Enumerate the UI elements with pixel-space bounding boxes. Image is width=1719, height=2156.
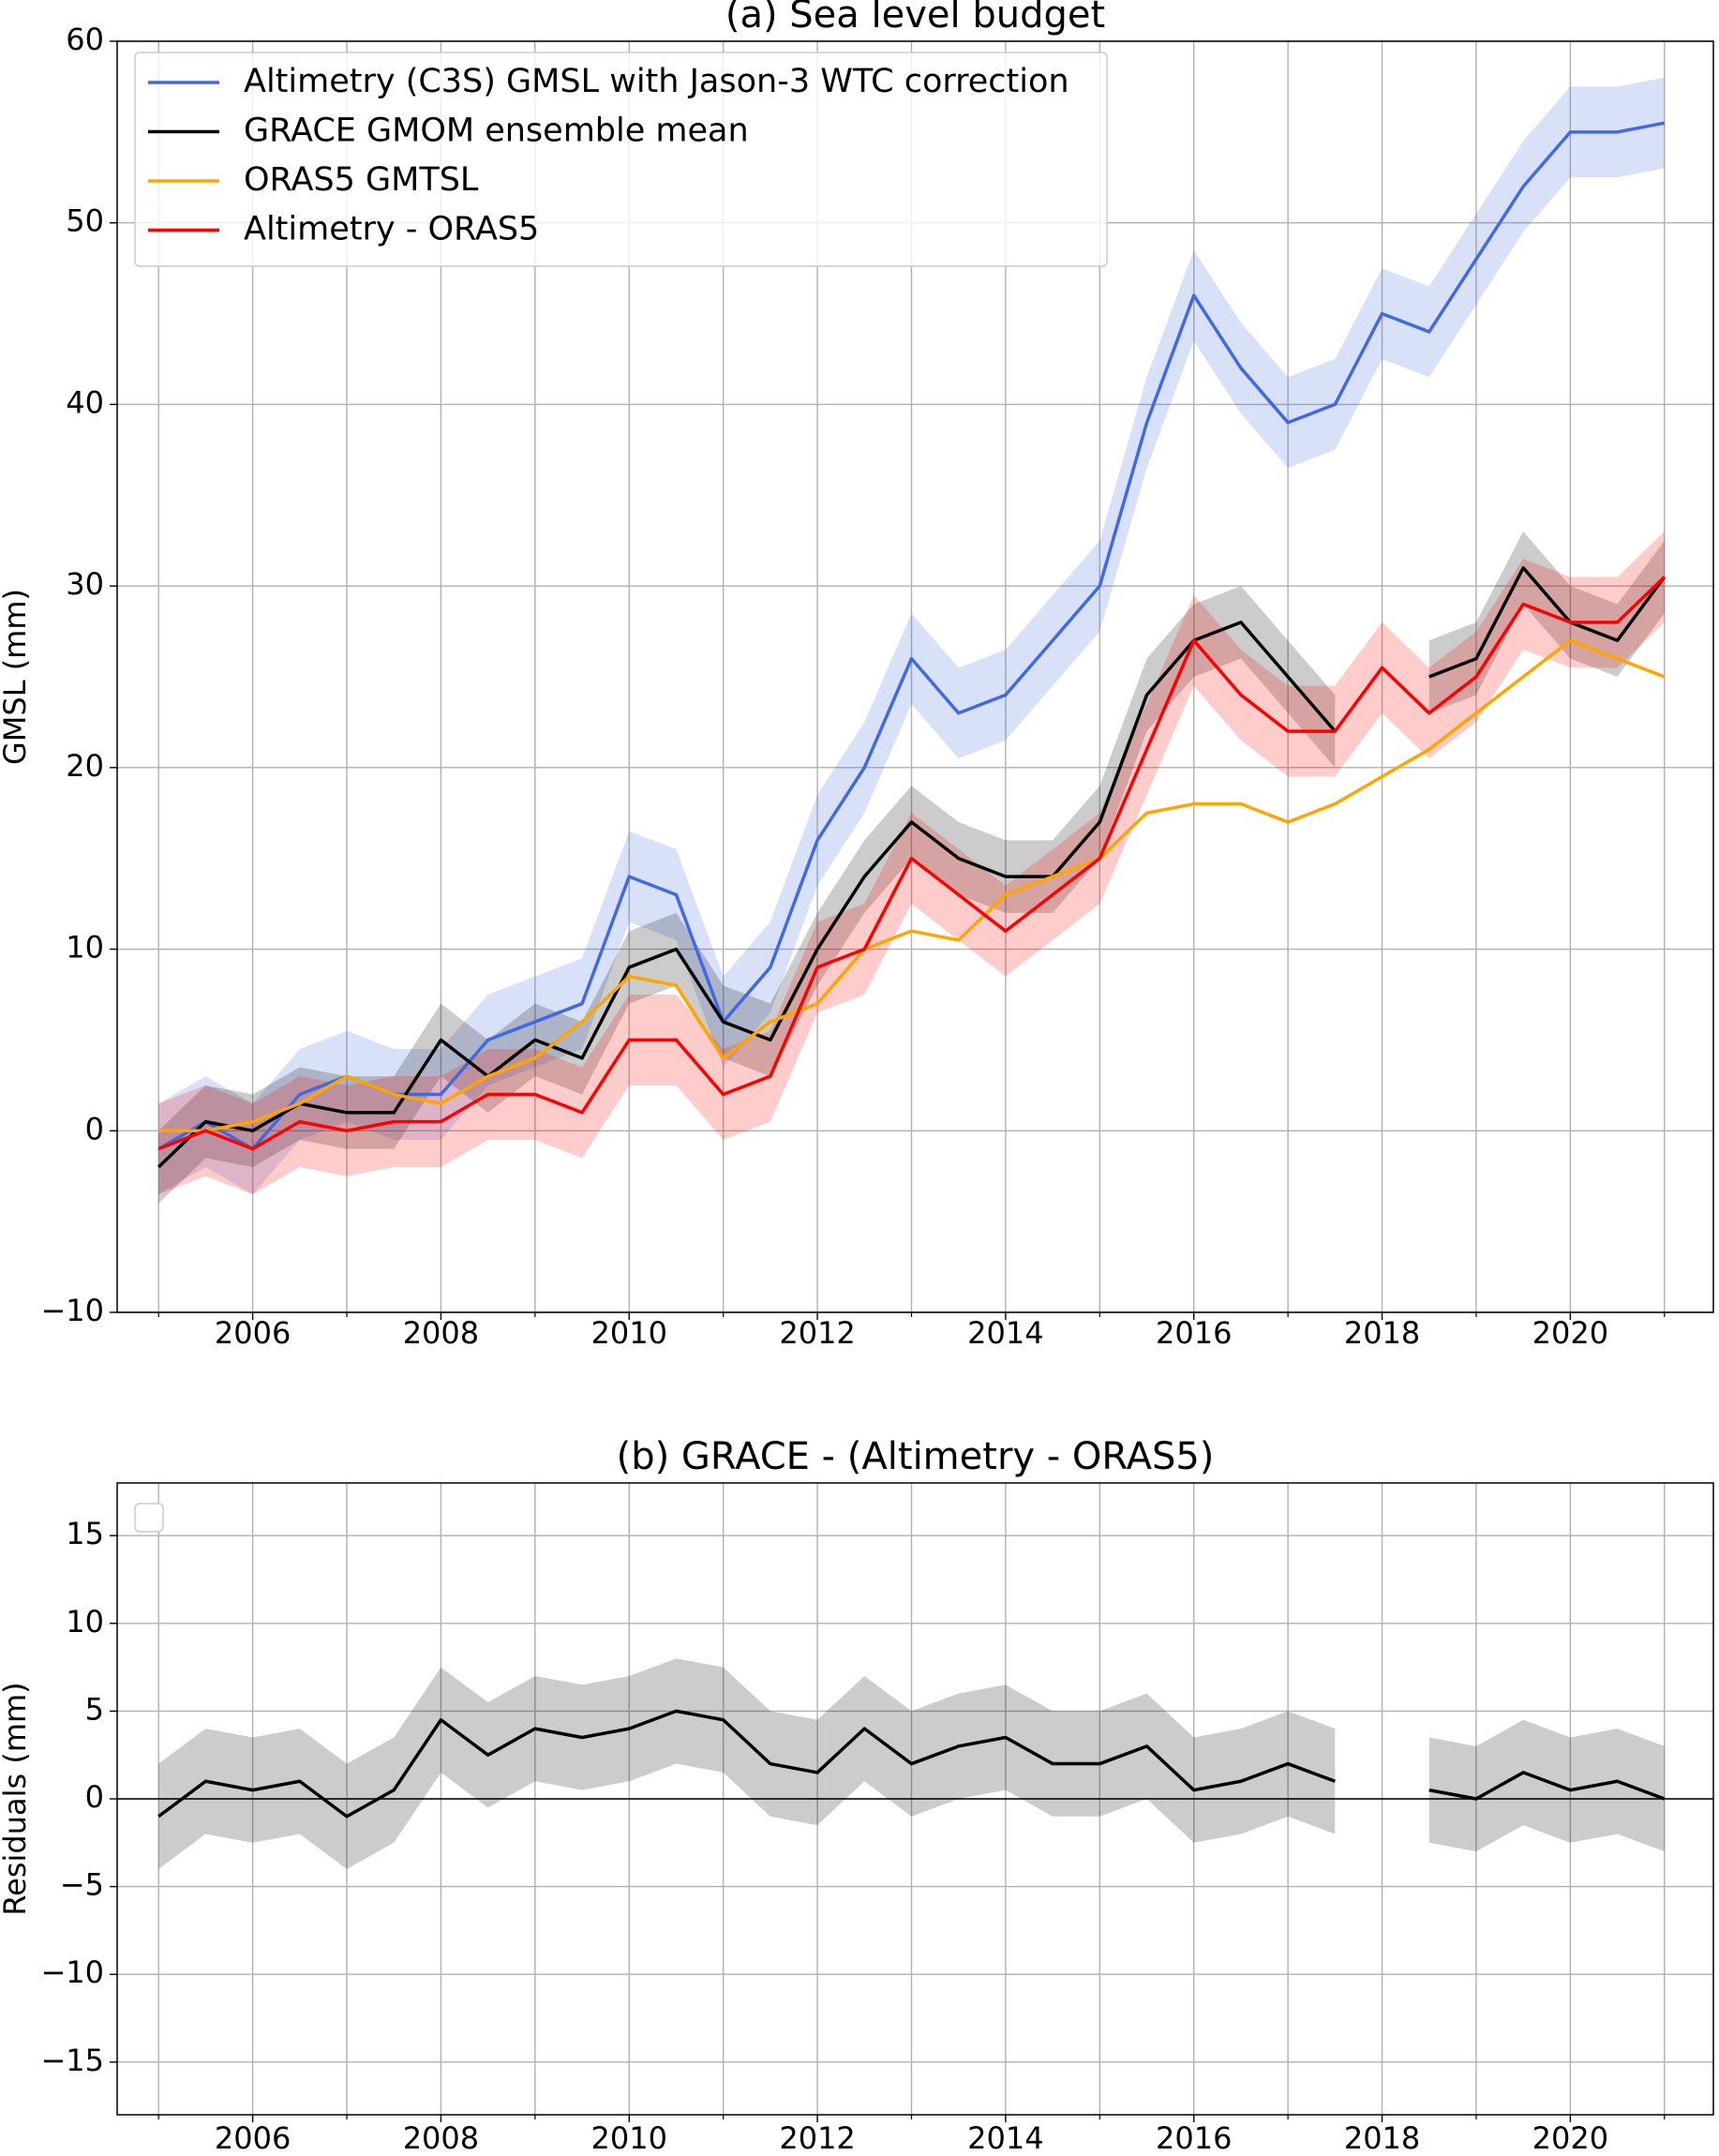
plot-frame <box>116 40 1714 1313</box>
chart-title: (a) Sea level budget <box>725 0 1105 37</box>
y-axis-label: GMSL (mm) <box>0 589 33 765</box>
y-tick-label: 10 <box>66 930 104 966</box>
x-tick-label: 2012 <box>779 2120 855 2156</box>
series-line <box>157 566 1667 1169</box>
y-tick-label: 0 <box>85 1111 104 1146</box>
x-tick-label: 2018 <box>1344 2120 1420 2156</box>
chart-title: (b) GRACE - (Altimetry - ORAS5) <box>617 1435 1215 1478</box>
y-tick-label: 60 <box>66 22 104 57</box>
x-tick-label: 2020 <box>1532 2120 1608 2156</box>
y-tick-label: −15 <box>40 2043 104 2078</box>
x-tick-label: 2006 <box>215 2120 291 2156</box>
x-tick-label: 2012 <box>779 1315 855 1351</box>
x-tick-label: 2010 <box>591 2120 667 2156</box>
uncertainty-band <box>1428 532 1665 713</box>
uncertainty-band <box>158 1658 1336 1869</box>
uncertainty-band <box>158 532 1665 1195</box>
x-tick-label: 2020 <box>1532 1315 1608 1351</box>
y-tick-label: −10 <box>40 1293 104 1328</box>
y-tick-label: 40 <box>66 384 104 420</box>
uncertainty-band <box>1428 1719 1665 1852</box>
legend-text: Altimetry (C3S) GMSL with Jason-3 WTC co… <box>244 63 1069 100</box>
series-line <box>158 638 1666 1133</box>
y-tick-label: 15 <box>66 1516 104 1551</box>
plot-frame <box>116 1482 1714 2116</box>
y-tick-label: 0 <box>85 1779 104 1815</box>
series-line <box>157 1709 1666 1819</box>
x-tick-label: 2014 <box>967 2120 1043 2156</box>
series-line <box>157 576 1667 1151</box>
x-tick-label: 2016 <box>1156 1315 1232 1351</box>
y-tick-label: 50 <box>66 203 104 239</box>
y-tick-label: −10 <box>40 1954 104 1990</box>
series-line <box>157 121 1666 1151</box>
x-tick-label: 2008 <box>403 1315 479 1351</box>
x-tick-label: 2006 <box>215 1315 291 1351</box>
y-tick-label: 20 <box>66 748 104 784</box>
x-tick-label: 2016 <box>1156 2120 1232 2156</box>
y-tick-label: 30 <box>66 566 104 602</box>
legend-text: ORAS5 GMTSL <box>244 161 479 199</box>
y-axis-label: Residuals (mm) <box>0 1682 33 1915</box>
uncertainty-band <box>158 77 1665 1195</box>
x-tick-label: 2008 <box>403 2120 479 2156</box>
y-tick-label: 5 <box>85 1691 104 1727</box>
x-tick-label: 2018 <box>1344 1315 1420 1351</box>
x-tick-label: 2010 <box>591 1315 667 1351</box>
x-tick-label: 2014 <box>967 1315 1043 1351</box>
legend-text: Altimetry - ORAS5 <box>244 211 539 248</box>
legend-box <box>134 52 1108 267</box>
legend-text: GRACE GMOM ensemble mean <box>244 112 749 150</box>
y-tick-label: 10 <box>66 1604 104 1639</box>
legend-box <box>134 1503 164 1533</box>
y-tick-label: −5 <box>60 1867 104 1903</box>
